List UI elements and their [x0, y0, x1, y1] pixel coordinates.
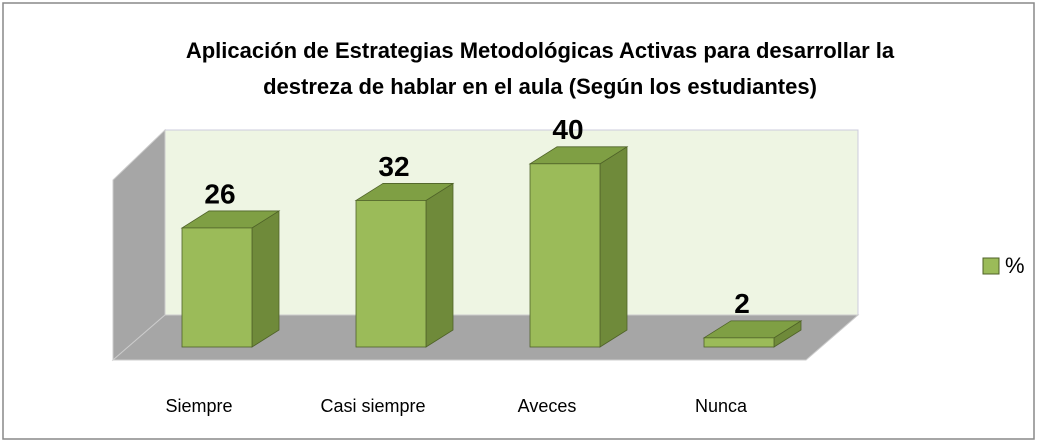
bar [702, 320, 803, 348]
bar-side [251, 210, 280, 348]
bar-front [529, 163, 601, 348]
value-label: 2 [734, 288, 750, 319]
bars [180, 146, 803, 348]
bar-front [703, 337, 775, 348]
bar [528, 146, 629, 348]
bar-side [425, 182, 454, 348]
value-label: 32 [378, 151, 409, 182]
value-label: 40 [552, 114, 583, 145]
bar [354, 182, 455, 348]
chart-title: destreza de hablar en el aula (Según los… [263, 74, 817, 99]
legend-label: % [1005, 253, 1025, 278]
floor [111, 314, 860, 361]
chart-title: Aplicación de Estrategias Metodológicas … [186, 38, 895, 63]
value-label: 26 [204, 178, 235, 209]
legend-swatch [982, 257, 1000, 275]
x-tick-label: Siempre [165, 396, 232, 416]
x-tick-label: Nunca [695, 396, 748, 416]
bar [180, 210, 281, 348]
bar-front [355, 200, 427, 348]
bar-front [181, 227, 253, 348]
bar-side [599, 146, 628, 348]
x-tick-label: Aveces [518, 396, 577, 416]
x-tick-label: Casi siempre [320, 396, 425, 416]
